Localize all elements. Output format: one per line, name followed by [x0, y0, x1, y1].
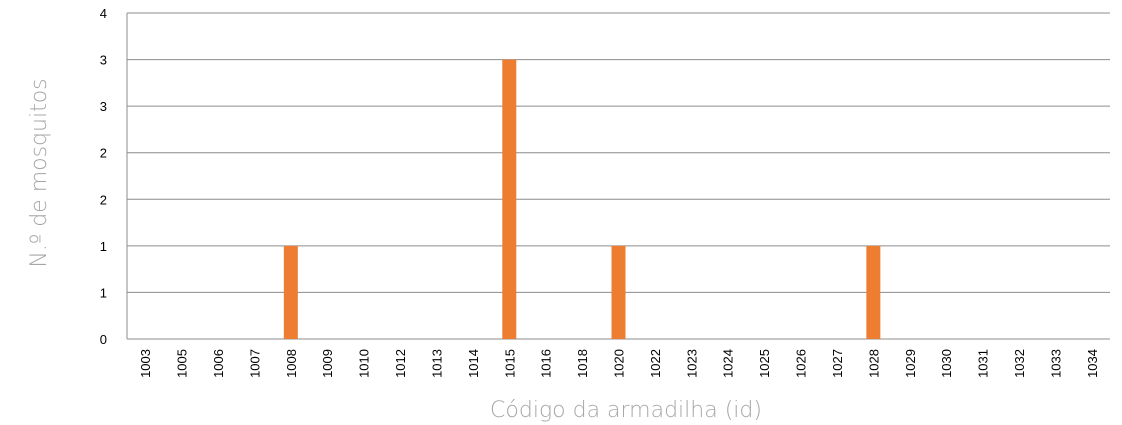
x-tick-label: 1016	[539, 349, 554, 378]
x-axis-label: Código da armadilha (id)	[490, 398, 762, 423]
x-tick-label: 1010	[357, 349, 372, 378]
x-tick-label: 1033	[1048, 349, 1063, 378]
x-tick-label: 1025	[757, 349, 772, 378]
y-tick-label: 1	[100, 285, 107, 300]
y-tick-label: 3	[100, 53, 107, 68]
y-tick-label: 2	[100, 192, 107, 207]
x-tick-label: 1030	[939, 349, 954, 378]
y-tick-label: 2	[100, 146, 107, 161]
bar-1020	[611, 245, 626, 339]
x-tick-label: 1008	[284, 349, 299, 378]
x-tick-label: 1018	[575, 349, 590, 378]
x-tick-label: 1014	[466, 349, 481, 378]
bar-1008	[283, 245, 298, 339]
x-tick-label: 1032	[1012, 349, 1027, 378]
bar-1028	[866, 245, 881, 339]
bars	[283, 59, 881, 339]
x-tick-labels: 1003 1005 1006 1007 1008 1009 1010 1012 1013 1014…	[138, 349, 1100, 378]
y-tick-label: 4	[100, 6, 107, 21]
x-tick-label: 1028	[866, 349, 881, 378]
y-tick-label: 0	[100, 332, 107, 347]
x-tick-label: 1007	[247, 349, 262, 378]
x-tick-label: 1012	[393, 349, 408, 378]
x-tick-label: 1003	[138, 349, 153, 378]
x-tick-label: 1015	[502, 349, 517, 378]
x-tick-label: 1023	[684, 349, 699, 378]
x-tick-label: 1031	[976, 349, 991, 378]
x-tick-label: 1026	[794, 349, 809, 378]
x-tick-label: 1009	[320, 349, 335, 378]
x-tick-label: 1020	[612, 349, 627, 378]
y-tick-label: 3	[100, 99, 107, 114]
x-tick-label: 1013	[429, 349, 444, 378]
x-tick-label: 1024	[721, 349, 736, 378]
y-tick-labels: 0 1 1 2 2 3 3 4	[100, 6, 107, 347]
x-tick-label: 1005	[175, 349, 190, 378]
y-axis-label: N.º de mosquitos	[27, 78, 52, 267]
x-tick-label: 1029	[903, 349, 918, 378]
x-tick-label: 1034	[1085, 349, 1100, 378]
x-tick-label: 1022	[648, 349, 663, 378]
bar-1015	[502, 59, 517, 339]
x-tick-label: 1006	[211, 349, 226, 378]
x-tick-label: 1027	[830, 349, 845, 378]
y-tick-label: 1	[100, 239, 107, 254]
